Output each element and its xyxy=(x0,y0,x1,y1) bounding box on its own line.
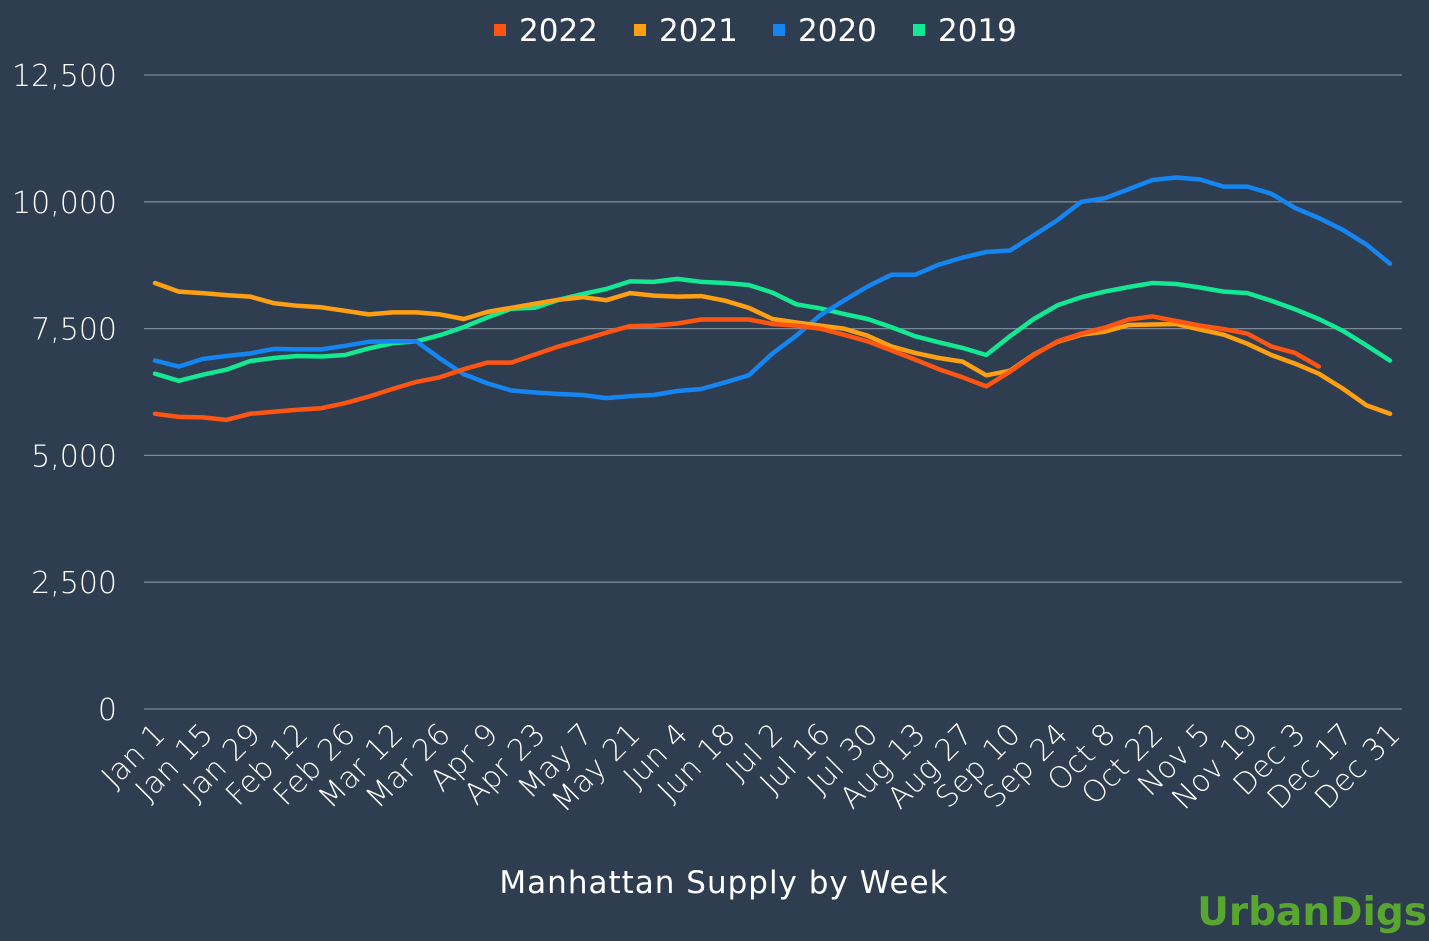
legend-label-2020: 2020 xyxy=(798,13,877,49)
grid xyxy=(144,74,1402,710)
legend-swatch-2020 xyxy=(773,24,785,36)
series-line-2022 xyxy=(152,314,1322,423)
legend-swatch-2022 xyxy=(494,24,506,36)
legend-label-2019: 2019 xyxy=(938,13,1017,49)
series-line-2020 xyxy=(152,175,1393,401)
legend-swatch-2021 xyxy=(634,24,646,36)
legend-swatch-2019 xyxy=(913,24,925,36)
y-tick-label: 10,000 xyxy=(12,186,117,221)
legend-label-2021: 2021 xyxy=(659,13,738,49)
y-tick-label: 2,500 xyxy=(31,566,117,601)
brand-logo: UrbanDigs xyxy=(1197,890,1427,935)
legend: 2022 2021 2020 2019 xyxy=(494,13,1017,49)
x-axis-title: Manhattan Supply by Week xyxy=(499,865,948,901)
series-line-2021 xyxy=(152,280,1393,417)
y-tick-label: 12,500 xyxy=(12,59,117,94)
legend-label-2022: 2022 xyxy=(519,13,598,49)
series-line-2019 xyxy=(152,276,1393,384)
y-tick-label: 0 xyxy=(98,693,117,728)
y-tick-label: 5,000 xyxy=(31,439,117,474)
y-axis: 0 2,500 5,000 7,500 10,000 12,500 xyxy=(12,59,117,728)
y-tick-label: 7,500 xyxy=(31,313,117,348)
series-lines xyxy=(152,175,1393,423)
